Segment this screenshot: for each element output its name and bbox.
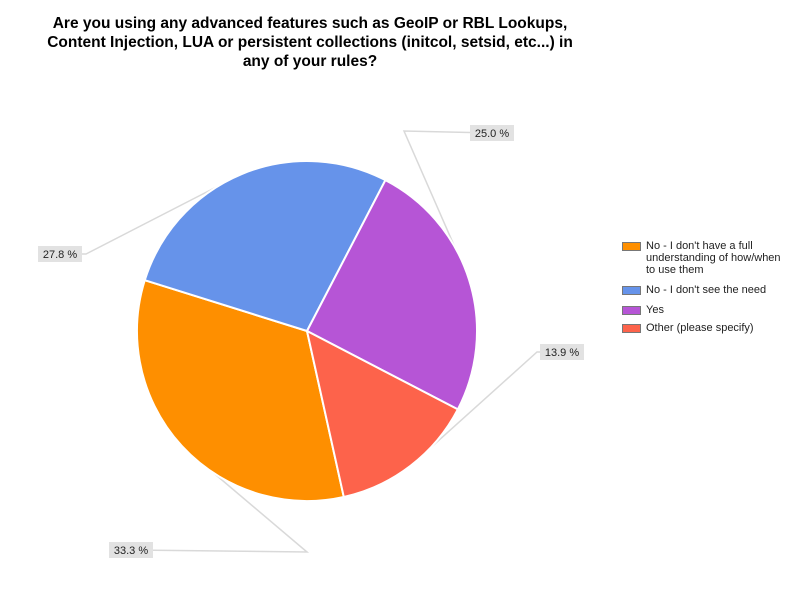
legend-item-no-understanding: No - I don't have a full understanding o…	[622, 240, 792, 276]
legend-swatch-yes	[622, 306, 641, 315]
data-label-yes: 25.0 %	[470, 125, 514, 141]
data-label-box	[109, 542, 153, 558]
leader-line-yes	[402, 130, 493, 281]
legend-swatch-no-understanding	[622, 242, 641, 251]
legend-label-other: Other (please specify)	[646, 322, 754, 334]
legend-swatch-no-need	[622, 286, 641, 295]
legend: No - I don't have a full understanding o…	[622, 240, 792, 342]
pie-slice-no-need	[143, 160, 387, 332]
data-label-text: 25.0 %	[475, 128, 509, 140]
legend-item-no-need: No - I don't see the need	[622, 284, 792, 296]
leader-line-no-understanding	[130, 445, 310, 553]
data-label-no-need: 27.8 %	[38, 246, 82, 262]
data-label-box	[38, 246, 82, 262]
chart-title: Are you using any advanced features such…	[47, 15, 573, 70]
pie-slice-no-understanding	[136, 279, 345, 502]
data-label-text: 33.3 %	[114, 545, 148, 557]
legend-item-yes: Yes	[622, 304, 792, 316]
pie-slice-other	[306, 330, 459, 498]
legend-label-no-understanding: No - I don't have a full understanding o…	[646, 240, 781, 276]
data-label-box	[470, 125, 514, 141]
legend-swatch-other	[622, 324, 641, 333]
data-label-other: 13.9 %	[540, 344, 584, 360]
legend-item-other: Other (please specify)	[622, 322, 792, 334]
data-label-box	[540, 344, 584, 360]
legend-label-yes: Yes	[646, 304, 664, 316]
data-label-text: 27.8 %	[43, 249, 77, 261]
legend-label-no-need: No - I don't see the need	[646, 284, 767, 296]
data-label-text: 13.9 %	[545, 347, 579, 359]
data-label-no-understanding: 33.3 %	[109, 542, 153, 558]
